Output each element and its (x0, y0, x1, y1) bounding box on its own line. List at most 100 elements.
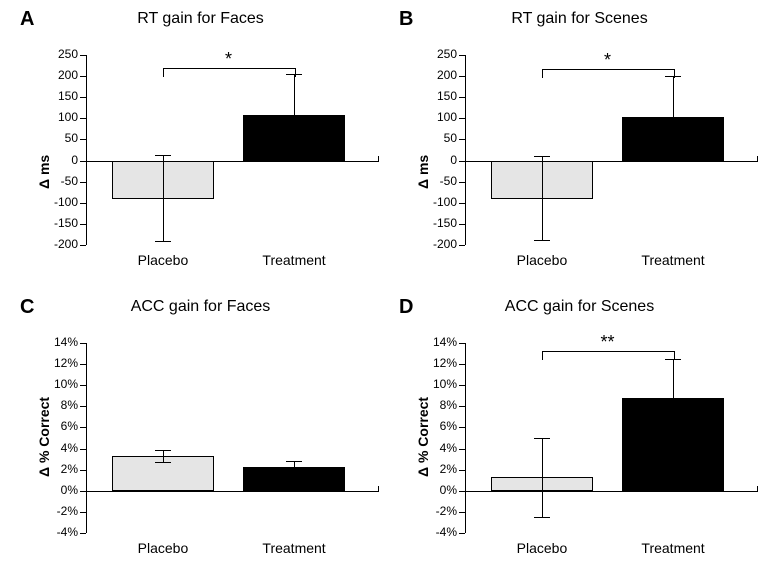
ytick-label: -2% (38, 504, 78, 518)
panel-C: CACC gain for Faces-4%-2%0%2%4%6%8%10%12… (20, 296, 381, 566)
ytick-label: -100 (417, 195, 457, 209)
ytick-label: 150 (417, 89, 457, 103)
ytick-mark (459, 55, 465, 56)
ytick-mark (459, 182, 465, 183)
errorbar-cap (286, 472, 302, 473)
axis-end-tick (378, 486, 379, 491)
significance-bracket (542, 351, 675, 360)
figure: ART gain for Faces-200-150-100-500501001… (0, 0, 762, 569)
category-label: Placebo (138, 540, 189, 556)
significance-bracket (542, 69, 675, 78)
ytick-mark (80, 245, 86, 246)
errorbar-cap (286, 461, 302, 462)
significance-marker: * (604, 55, 611, 65)
ytick-mark (80, 224, 86, 225)
panel-title: RT gain for Faces (20, 10, 381, 28)
errorbar (294, 461, 295, 472)
ytick-label: -200 (417, 237, 457, 251)
ytick-mark (459, 364, 465, 365)
errorbar (542, 438, 543, 517)
ytick-label: 200 (38, 68, 78, 82)
axis-end-tick (757, 156, 758, 161)
ytick-mark (459, 97, 465, 98)
ytick-label: 12% (38, 356, 78, 370)
ytick-mark (80, 97, 86, 98)
errorbar-cap (155, 450, 171, 451)
ytick-label: -4% (38, 525, 78, 539)
errorbar-cap (155, 155, 171, 156)
ytick-label: 12% (417, 356, 457, 370)
ytick-mark (80, 118, 86, 119)
category-label: Treatment (641, 252, 704, 268)
ytick-label: -2% (417, 504, 457, 518)
errorbar (542, 156, 543, 240)
ytick-mark (459, 161, 465, 162)
ytick-label: 10% (417, 377, 457, 391)
ytick-mark (80, 76, 86, 77)
plot-area: -200-150-100-50050100150200250* (465, 54, 750, 245)
ytick-mark (80, 449, 86, 450)
ytick-mark (459, 343, 465, 344)
ytick-label: 100 (417, 110, 457, 124)
bar-treatment (243, 115, 346, 161)
ytick-mark (80, 55, 86, 56)
ytick-mark (459, 512, 465, 513)
ytick-mark (80, 364, 86, 365)
ytick-mark (459, 224, 465, 225)
errorbar-cap (534, 517, 550, 518)
plot-area: -200-150-100-50050100150200250* (86, 54, 371, 245)
errorbar (163, 155, 164, 240)
significance-bracket (163, 68, 296, 77)
y-axis-label: Δ ms (36, 155, 52, 189)
zero-line (465, 491, 758, 492)
ytick-label: 14% (417, 335, 457, 349)
ytick-mark (459, 470, 465, 471)
y-axis-label: Δ % Correct (36, 397, 52, 477)
axis-end-tick (378, 156, 379, 161)
panel-title: ACC gain for Faces (20, 298, 381, 316)
ytick-mark (459, 245, 465, 246)
ytick-mark (80, 427, 86, 428)
category-label: Placebo (517, 252, 568, 268)
ytick-mark (80, 512, 86, 513)
ytick-mark (80, 406, 86, 407)
panel-title: ACC gain for Scenes (399, 298, 760, 316)
ytick-label: 0% (417, 483, 457, 497)
ytick-mark (459, 406, 465, 407)
ytick-label: -150 (38, 216, 78, 230)
errorbar-cap (155, 462, 171, 463)
ytick-label: 0% (38, 483, 78, 497)
ytick-mark (459, 203, 465, 204)
ytick-mark (459, 76, 465, 77)
y-axis-label: Δ % Correct (415, 397, 431, 477)
errorbar-cap (534, 438, 550, 439)
ytick-label: 150 (38, 89, 78, 103)
y-axis (465, 343, 466, 533)
ytick-mark (80, 343, 86, 344)
errorbar-cap (155, 241, 171, 242)
errorbar (673, 76, 674, 117)
y-axis (465, 55, 466, 245)
ytick-mark (80, 161, 86, 162)
significance-marker: ** (600, 337, 614, 347)
ytick-label: 14% (38, 335, 78, 349)
y-axis-label: Δ ms (415, 155, 431, 189)
category-label: Treatment (262, 252, 325, 268)
ytick-mark (80, 203, 86, 204)
category-label: Placebo (138, 252, 189, 268)
category-label: Treatment (641, 540, 704, 556)
axis-end-tick (757, 486, 758, 491)
ytick-mark (459, 533, 465, 534)
ytick-mark (459, 449, 465, 450)
ytick-mark (80, 470, 86, 471)
ytick-mark (80, 182, 86, 183)
zero-line (86, 491, 379, 492)
ytick-mark (80, 385, 86, 386)
ytick-label: -100 (38, 195, 78, 209)
panel-title: RT gain for Scenes (399, 10, 760, 28)
ytick-label: -200 (38, 237, 78, 251)
ytick-label: 10% (38, 377, 78, 391)
errorbar (163, 450, 164, 463)
panel-D: DACC gain for Scenes-4%-2%0%2%4%6%8%10%1… (399, 296, 760, 566)
category-label: Treatment (262, 540, 325, 556)
